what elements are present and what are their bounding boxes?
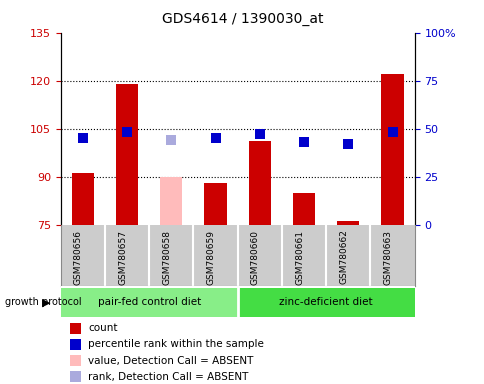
Text: GSM780663: GSM780663 [383,230,392,285]
Bar [60,288,237,317]
Text: GDS4614 / 1390030_at: GDS4614 / 1390030_at [162,12,322,25]
Text: GSM780660: GSM780660 [250,230,259,285]
Text: value, Detection Call = ABSENT: value, Detection Call = ABSENT [88,356,253,366]
Text: count: count [88,323,118,333]
Text: GSM780661: GSM780661 [294,230,303,285]
Bar [160,177,182,225]
Bar [116,84,138,225]
Text: growth protocol: growth protocol [5,297,81,308]
Text: ▶: ▶ [42,297,51,308]
Text: GSM780656: GSM780656 [74,230,83,285]
Bar [381,74,403,225]
Bar [292,193,315,225]
Bar [72,174,93,225]
Text: percentile rank within the sample: percentile rank within the sample [88,339,264,349]
Text: rank, Detection Call = ABSENT: rank, Detection Call = ABSENT [88,372,248,382]
Bar [204,183,226,225]
Text: zinc-deficient diet: zinc-deficient diet [279,297,372,307]
Bar [336,222,359,225]
Bar [248,141,270,225]
Bar [237,288,414,317]
Text: GSM780657: GSM780657 [118,230,127,285]
Text: GSM780659: GSM780659 [206,230,215,285]
Text: pair-fed control diet: pair-fed control diet [97,297,200,307]
Text: GSM780662: GSM780662 [339,230,348,285]
Text: GSM780658: GSM780658 [162,230,171,285]
